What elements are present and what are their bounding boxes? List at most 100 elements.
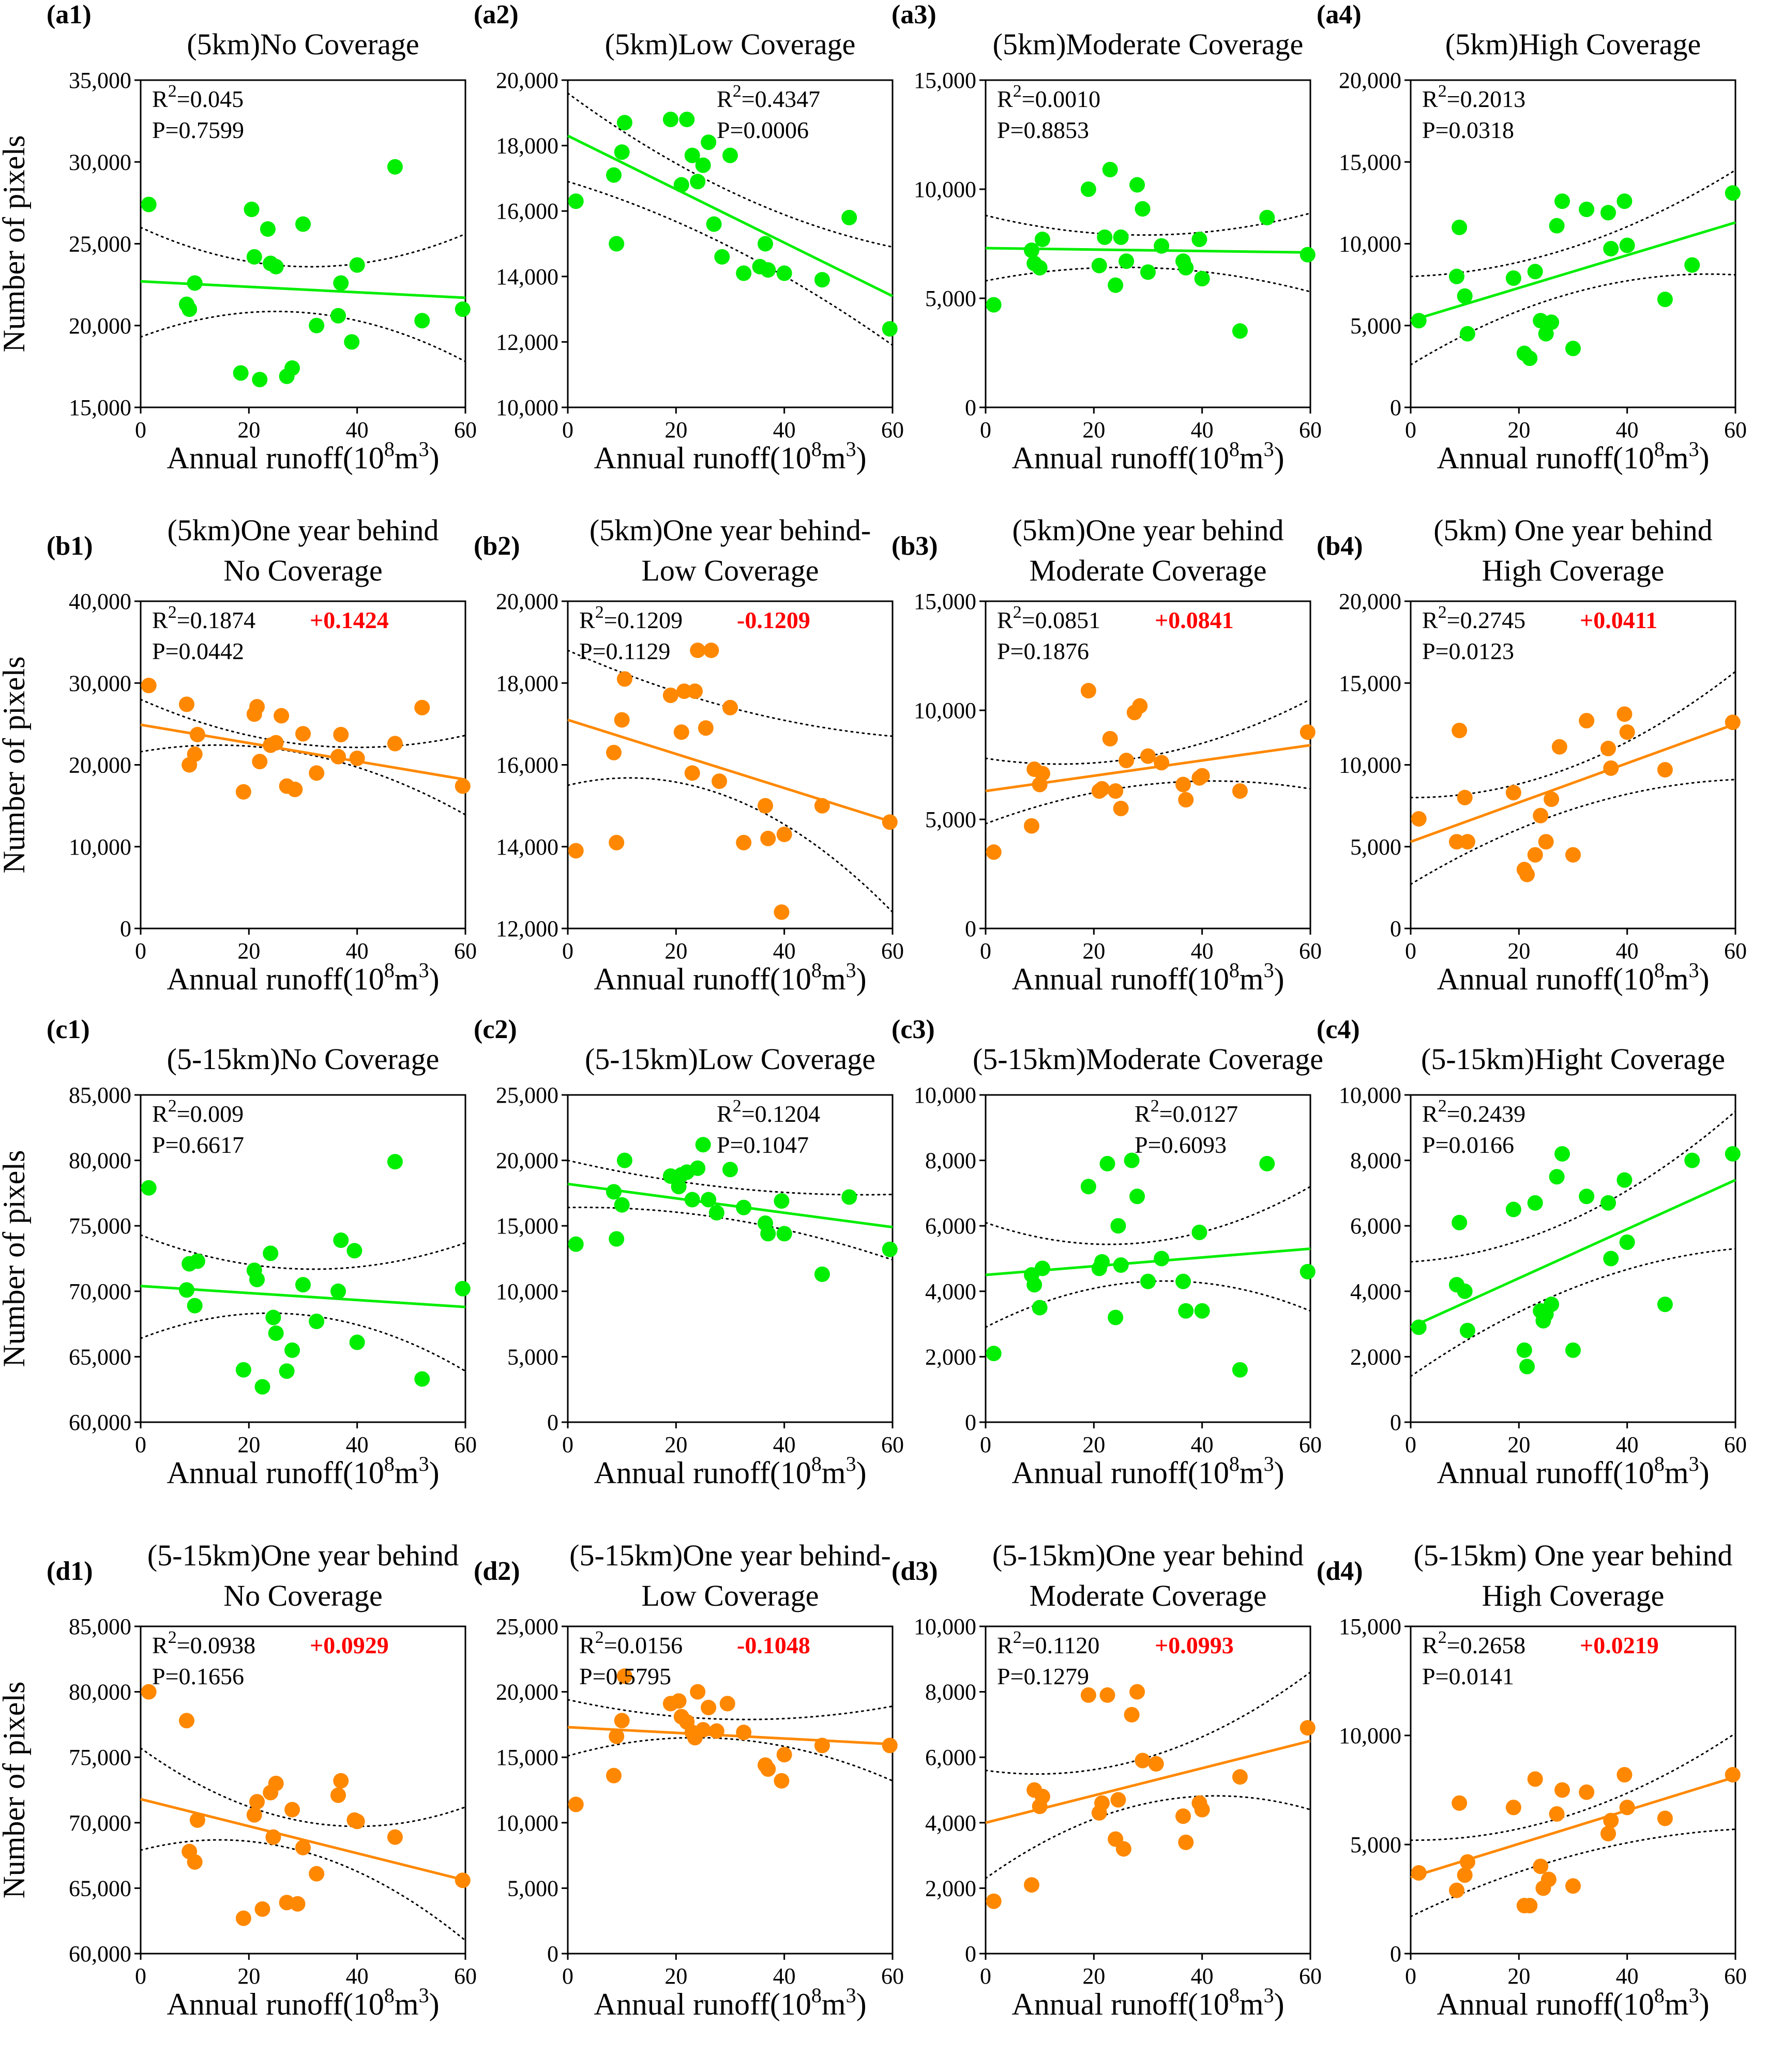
- x-tick-label: 20: [1507, 417, 1530, 443]
- panel-title: (5-15km)One year behind: [147, 1538, 459, 1572]
- panel-title: (5km)One year behind: [1012, 513, 1283, 547]
- data-point: [701, 1192, 717, 1208]
- y-tick-label: 8,000: [925, 1680, 976, 1705]
- data-point: [1140, 1273, 1156, 1289]
- data-point: [1459, 1322, 1475, 1338]
- x-tick-label: 60: [1724, 1963, 1747, 1989]
- data-point: [1129, 1189, 1145, 1205]
- r-squared-sup: 2: [595, 603, 604, 622]
- data-point: [1619, 1800, 1635, 1816]
- data-point: [701, 134, 717, 150]
- x-axis-label: Annual runoff(108m3): [1011, 1452, 1284, 1490]
- y-tick-label: 65,000: [69, 1344, 131, 1369]
- r-squared-eq: =: [1022, 607, 1035, 633]
- x-tick-label: 60: [1299, 1963, 1322, 1989]
- data-point: [1538, 834, 1554, 850]
- data-point: [774, 1193, 790, 1209]
- data-point: [295, 1277, 311, 1293]
- data-point: [841, 1189, 857, 1205]
- x-tick-label: 60: [881, 417, 904, 443]
- data-point: [1299, 724, 1316, 740]
- r-squared-value: 0.0156: [617, 1632, 683, 1658]
- data-point: [609, 1728, 625, 1744]
- data-point: [614, 712, 630, 728]
- p-value-label: P=: [152, 117, 179, 143]
- r-squared: R2=0.2658: [1422, 1628, 1525, 1658]
- p-value: P=0.1047: [717, 1132, 809, 1158]
- data-point: [1411, 1319, 1427, 1335]
- x-tick-label: 60: [454, 417, 477, 443]
- p-value: P=0.0141: [1422, 1663, 1514, 1689]
- panel-title: (5-15km)Hight Coverage: [1421, 1042, 1725, 1076]
- data-point: [178, 696, 194, 712]
- data-point: [1603, 760, 1619, 776]
- panel-title: (5km)One year behind-: [590, 513, 871, 547]
- y-tick-label: 4,000: [925, 1810, 976, 1836]
- data-point: [1102, 162, 1118, 178]
- data-point: [1232, 1362, 1248, 1378]
- y-tick-label: 4,000: [1350, 1279, 1401, 1304]
- data-point: [703, 642, 719, 658]
- data-point: [1411, 811, 1427, 827]
- data-point: [1023, 242, 1039, 258]
- x-axis-label-sup: 3: [1689, 437, 1699, 461]
- r-squared: R2=0.2745: [1422, 603, 1525, 633]
- x-axis-label-part: ): [1699, 962, 1710, 996]
- y-tick-label: 15,000: [69, 395, 131, 420]
- data-point: [1616, 1766, 1633, 1782]
- data-point: [274, 708, 290, 724]
- y-tick-label: 0: [965, 1941, 976, 1967]
- data-point: [695, 1137, 711, 1153]
- regression-line: [567, 719, 893, 824]
- data-point: [1154, 238, 1170, 254]
- y-tick-label: 25,000: [69, 232, 131, 257]
- x-axis-label-sup: 8: [384, 437, 395, 461]
- data-point: [387, 736, 403, 752]
- x-tick-label: 0: [135, 1963, 146, 1989]
- panel-label: (a2): [474, 0, 519, 29]
- data-point: [1034, 766, 1050, 782]
- x-axis-label-part: m: [1240, 441, 1264, 475]
- data-point: [1094, 1795, 1110, 1811]
- panel-b4: (b4) (5km) One year behind High Coverage 0 5…: [1317, 513, 1747, 996]
- data-point: [1448, 1882, 1464, 1898]
- data-point: [1544, 791, 1560, 807]
- data-point: [1600, 205, 1616, 221]
- data-point: [1457, 789, 1473, 805]
- data-point: [1113, 229, 1129, 245]
- data-point: [246, 249, 262, 265]
- regression-line: [1410, 1179, 1736, 1329]
- r-squared-label: R: [997, 607, 1013, 633]
- y-tick-label: 20,000: [496, 68, 558, 93]
- p-value-label: P=: [997, 638, 1024, 664]
- data-point: [1603, 240, 1619, 256]
- data-point: [268, 1775, 284, 1791]
- panel-label: (d3): [891, 1557, 938, 1586]
- x-axis-label-part: ): [856, 962, 867, 996]
- y-tick-label: 15,000: [1339, 1614, 1401, 1639]
- data-point: [690, 642, 706, 658]
- regression-line: [140, 1797, 466, 1882]
- p-value-label: P=: [997, 1663, 1024, 1689]
- data-point: [814, 1266, 830, 1282]
- x-axis-label: Annual runoff(108m3): [1011, 437, 1284, 475]
- data-point: [1684, 1152, 1700, 1168]
- panel-label: (a1): [47, 0, 92, 29]
- p-value: P=0.1279: [997, 1663, 1089, 1689]
- p-value-label: P=: [1422, 638, 1449, 664]
- x-axis-label-part: Annual runoff(10: [1011, 441, 1229, 475]
- data-point: [1175, 776, 1191, 793]
- x-axis-label-sup: 8: [1229, 437, 1240, 461]
- data-point: [760, 1226, 776, 1242]
- data-point: [1119, 253, 1135, 269]
- r-squared: R2=0.0010: [997, 82, 1100, 112]
- x-tick-label: 20: [1082, 417, 1105, 443]
- data-point: [1119, 753, 1135, 769]
- data-point: [1616, 1172, 1633, 1188]
- data-point: [1459, 834, 1475, 850]
- data-point: [309, 1314, 325, 1330]
- data-point: [1579, 713, 1595, 729]
- data-point: [609, 1231, 625, 1247]
- data-point: [178, 1713, 194, 1729]
- x-tick-label: 60: [881, 938, 904, 964]
